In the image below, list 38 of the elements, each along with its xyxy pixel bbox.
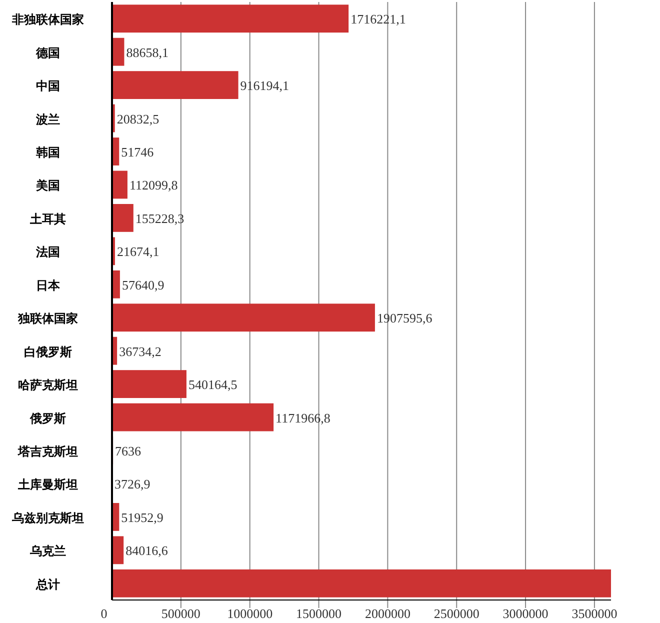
y-tick-label: 中国 bbox=[36, 79, 60, 94]
y-tick-label: 乌兹别克斯坦 bbox=[11, 510, 84, 525]
y-tick-label: 韩国 bbox=[35, 146, 60, 160]
data-label: 57640,9 bbox=[122, 277, 164, 292]
y-tick-label: 俄罗斯 bbox=[29, 411, 66, 426]
x-tick-label: 1500000 bbox=[296, 606, 342, 621]
y-tick-label: 白俄罗斯 bbox=[24, 344, 72, 359]
data-label: 51952,9 bbox=[121, 510, 164, 525]
y-tick-label: 总计 bbox=[35, 577, 60, 592]
x-tick-label: 500000 bbox=[161, 606, 200, 621]
x-tick-label: 3500000 bbox=[572, 606, 618, 621]
y-tick-label: 波兰 bbox=[35, 112, 60, 126]
data-label: 3726,9 bbox=[114, 476, 150, 492]
y-tick-label: 非独联体国家 bbox=[11, 12, 84, 27]
y-tick-label: 日本 bbox=[36, 278, 61, 292]
y-tick-label: 独联体国家 bbox=[17, 312, 78, 326]
data-label: 84016,6 bbox=[126, 543, 168, 558]
data-label: 88658,1 bbox=[126, 44, 168, 60]
y-tick-label: 乌克兰 bbox=[29, 544, 66, 558]
data-label: 112099,8 bbox=[129, 178, 178, 193]
data-label: 51746 bbox=[121, 144, 154, 160]
y-tick-label: 塔吉克斯坦 bbox=[17, 444, 78, 458]
data-label: 20832,5 bbox=[116, 111, 160, 126]
x-tick-label: 0 bbox=[100, 606, 108, 621]
y-tick-label: 美国 bbox=[35, 178, 60, 193]
data-label: 36734,2 bbox=[119, 344, 162, 359]
data-label: 540164,5 bbox=[188, 377, 238, 392]
y-tick-label: 土库曼斯坦 bbox=[17, 478, 78, 492]
y-tick-label: 哈萨克斯坦 bbox=[18, 378, 78, 392]
x-tick-label: 2000000 bbox=[364, 606, 410, 621]
x-tick-label: 3000000 bbox=[502, 606, 548, 621]
y-tick-label: 法国 bbox=[35, 245, 60, 260]
y-tick-label: 德国 bbox=[35, 46, 60, 60]
x-tick-label: 2500000 bbox=[434, 606, 480, 621]
y-tick-label: 土耳其 bbox=[29, 212, 66, 226]
x-tick-label: 1000000 bbox=[227, 606, 273, 621]
data-label: 21674,1 bbox=[116, 244, 160, 260]
data-label: 7636 bbox=[115, 444, 142, 458]
